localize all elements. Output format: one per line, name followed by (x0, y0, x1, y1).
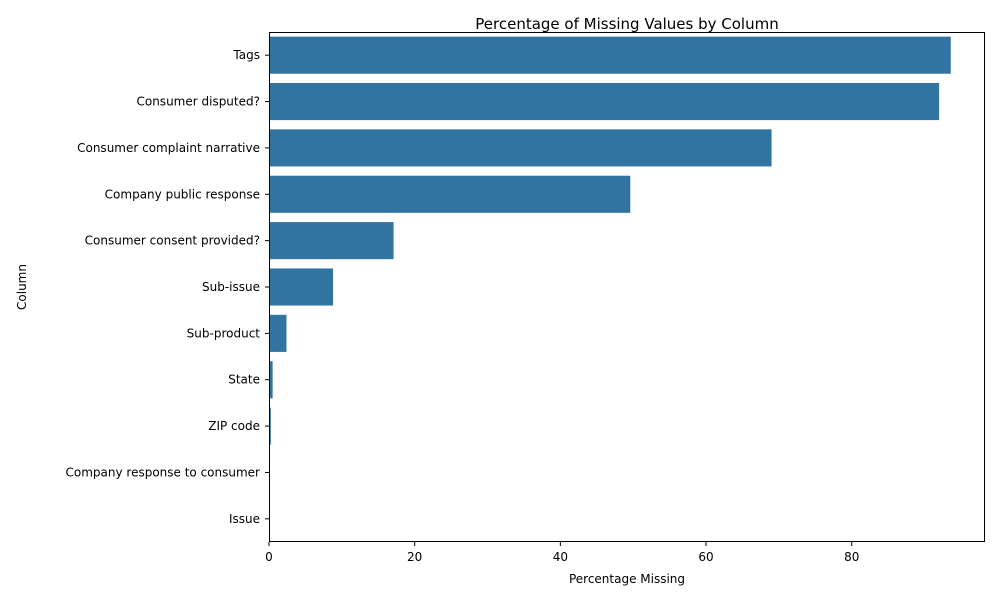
x-axis-ticks: 0 20 40 60 80 (265, 542, 859, 564)
y-tick-label: Consumer disputed? (136, 95, 260, 109)
x-axis-label: Percentage Missing (569, 572, 685, 586)
bars-group (269, 36, 951, 445)
y-tick-label: Company public response (105, 187, 260, 201)
bar-state (269, 361, 273, 399)
bar-sub-issue (269, 268, 334, 306)
y-axis-label: Column (15, 264, 29, 310)
y-tick-label: Sub-product (187, 326, 261, 340)
x-tick-label: 0 (265, 550, 273, 564)
bar-company-public-response (269, 175, 631, 213)
bar-consumer-disputed (269, 83, 940, 121)
y-tick-label: State (228, 373, 260, 387)
bar-consumer-consent-provided (269, 222, 394, 260)
x-tick-label: 40 (553, 550, 568, 564)
y-tick-label: Consumer complaint narrative (77, 141, 260, 155)
y-tick-label: Consumer consent provided? (85, 234, 260, 248)
x-tick-label: 80 (844, 550, 859, 564)
bar-tags (269, 36, 951, 74)
y-tick-label: Issue (229, 512, 260, 526)
y-axis-ticks: Tags Consumer disputed? Consumer complaint… (66, 48, 269, 526)
chart-title: Percentage of Missing Values by Column (475, 15, 778, 33)
bar-sub-product (269, 314, 287, 352)
y-tick-label: Company response to consumer (66, 465, 261, 479)
y-tick-label: ZIP code (208, 419, 260, 433)
bar-consumer-complaint-narrative (269, 129, 772, 167)
x-tick-label: 20 (407, 550, 422, 564)
x-tick-label: 60 (698, 550, 713, 564)
y-tick-label: Tags (232, 48, 260, 62)
y-tick-label: Sub-issue (202, 280, 260, 294)
